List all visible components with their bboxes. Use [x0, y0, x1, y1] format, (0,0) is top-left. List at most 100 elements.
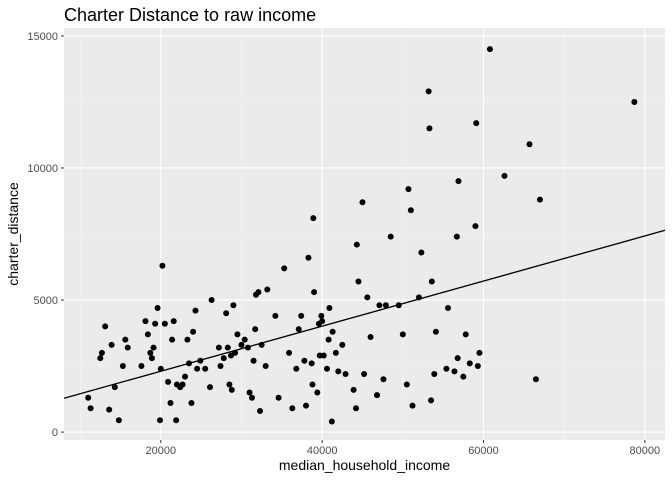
data-point	[182, 373, 189, 380]
data-point	[426, 125, 433, 132]
data-point	[295, 326, 302, 333]
data-point	[303, 402, 310, 409]
data-point	[102, 323, 109, 330]
data-point	[462, 331, 469, 338]
x-tick-label: 80000	[630, 445, 661, 457]
data-point	[238, 341, 245, 348]
data-point	[310, 215, 317, 222]
data-point	[403, 381, 410, 388]
data-point	[387, 233, 394, 240]
data-point	[443, 365, 450, 372]
data-point	[293, 365, 300, 372]
chart-title: Charter Distance to raw income	[64, 5, 316, 25]
data-point	[215, 344, 222, 351]
data-point	[428, 397, 435, 404]
x-tick-label: 20000	[146, 445, 177, 457]
data-point	[323, 365, 330, 372]
data-point	[329, 328, 336, 335]
data-point	[223, 310, 230, 317]
data-point	[224, 344, 231, 351]
data-point	[179, 381, 186, 388]
data-point	[526, 141, 533, 148]
data-point	[298, 312, 305, 319]
grid-lines	[64, 28, 665, 440]
data-point	[409, 402, 416, 409]
data-point	[257, 407, 264, 414]
data-point	[380, 376, 387, 383]
data-point	[154, 304, 161, 311]
data-point	[272, 312, 279, 319]
axis-ticks	[61, 35, 646, 443]
data-point	[407, 207, 414, 214]
data-point	[305, 254, 312, 261]
data-point	[262, 363, 269, 370]
data-point	[184, 336, 191, 343]
data-point	[473, 120, 480, 127]
regression-line	[63, 229, 666, 399]
data-point	[202, 365, 209, 372]
data-point	[142, 318, 149, 325]
data-point	[355, 278, 362, 285]
data-point	[309, 381, 316, 388]
data-point	[320, 352, 327, 359]
data-point	[234, 331, 241, 338]
data-point	[147, 349, 154, 356]
data-point	[252, 326, 259, 333]
data-point	[361, 370, 368, 377]
data-point	[399, 331, 406, 338]
y-axis-title: charter_distance	[5, 182, 21, 286]
data-point	[318, 312, 325, 319]
data-point	[418, 249, 425, 256]
data-point	[460, 373, 467, 380]
data-point	[281, 265, 288, 272]
data-point	[165, 378, 172, 385]
data-point	[454, 355, 461, 362]
data-point	[207, 384, 214, 391]
data-point	[314, 389, 321, 396]
data-point	[382, 302, 389, 309]
data-point	[246, 389, 253, 396]
data-point	[364, 294, 371, 301]
data-point	[342, 370, 349, 377]
data-point	[241, 336, 248, 343]
data-point	[476, 349, 483, 356]
data-point	[405, 186, 412, 193]
data-point	[190, 328, 197, 335]
data-point	[87, 405, 94, 412]
data-point	[308, 360, 315, 367]
data-point	[111, 384, 118, 391]
data-point	[536, 196, 543, 203]
data-point	[466, 360, 473, 367]
data-point	[255, 289, 262, 296]
data-point	[432, 328, 439, 335]
y-tick-label: 0	[52, 427, 58, 439]
data-point	[150, 344, 157, 351]
data-point	[194, 365, 201, 372]
data-point	[169, 336, 176, 343]
data-point	[108, 341, 115, 348]
data-point	[474, 363, 481, 370]
data-point	[148, 355, 155, 362]
data-point	[188, 400, 195, 407]
data-point	[144, 331, 151, 338]
data-point	[350, 386, 357, 393]
data-point	[275, 394, 282, 401]
data-point	[115, 417, 122, 424]
data-point	[376, 302, 383, 309]
data-point	[226, 381, 233, 388]
data-points	[85, 46, 638, 425]
data-point	[431, 370, 438, 377]
data-point	[532, 376, 539, 383]
data-point	[326, 304, 333, 311]
data-point	[167, 400, 174, 407]
data-point	[106, 406, 113, 413]
data-point	[328, 418, 335, 425]
data-point	[472, 223, 479, 230]
data-point	[192, 307, 199, 314]
data-point	[138, 363, 145, 370]
data-point	[217, 363, 224, 370]
data-point	[325, 336, 332, 343]
data-point	[319, 318, 326, 325]
x-axis-title: median_household_income	[279, 457, 450, 473]
data-point	[335, 368, 342, 375]
